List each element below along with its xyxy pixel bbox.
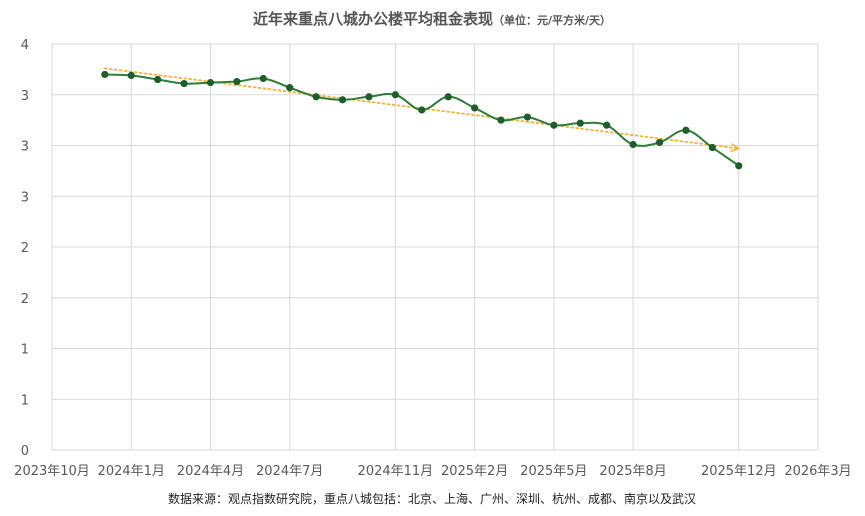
y-tick-label: 1: [21, 343, 29, 358]
y-tick-label: 2: [21, 241, 29, 256]
y-tick-label: 3: [21, 140, 29, 155]
data-point: [550, 121, 558, 129]
data-point: [735, 162, 743, 170]
data-point: [286, 84, 294, 92]
data-point: [444, 93, 452, 101]
data-point: [312, 93, 320, 101]
data-point: [576, 119, 584, 127]
gridlines: [51, 43, 819, 451]
x-tick-label: 2026年3月: [784, 464, 851, 479]
y-tick-label: 1: [21, 393, 29, 408]
data-point: [206, 78, 215, 87]
chart-title: 近年来重点八城办公楼平均租金表现（单位：元/平方米/天）: [253, 10, 611, 28]
data-point: [682, 126, 690, 134]
data-point: [708, 143, 716, 152]
data-point: [629, 140, 637, 149]
y-tick-label: 3: [21, 89, 29, 104]
x-tick-label: 2025年12月: [701, 464, 777, 479]
data-point: [471, 104, 479, 112]
y-tick-label: 2: [21, 292, 29, 307]
x-axis-ticks: 2023年10月 2024年1月 2024年4月 2024年7月 2024年11月 202…: [14, 464, 852, 479]
x-tick-label: 2023年10月: [14, 464, 90, 479]
data-point: [259, 74, 267, 83]
x-tick-label: 2025年2月: [441, 464, 508, 479]
x-tick-label: 2024年1月: [98, 464, 165, 479]
data-point: [418, 106, 426, 114]
y-axis-ticks: 0 1 1 2 2 3 3 3 4: [21, 38, 29, 459]
data-point: [655, 138, 664, 147]
x-tick-label: 2025年5月: [520, 464, 587, 479]
trendline-arrowhead: [730, 143, 740, 152]
y-tick-label: 0: [21, 444, 29, 459]
x-tick-label: 2025年8月: [599, 464, 666, 479]
x-tick-label: 2024年11月: [358, 464, 434, 479]
data-point: [391, 91, 399, 99]
data-point: [365, 93, 373, 101]
data-point: [523, 113, 532, 121]
data-point: [101, 70, 109, 79]
y-tick-label: 3: [21, 190, 29, 205]
data-point: [180, 79, 188, 88]
data-point: [127, 71, 135, 80]
x-tick-label: 2024年7月: [256, 464, 323, 479]
chart-title-unit: （单位：元/平方米/天）: [493, 13, 611, 27]
y-tick-label: 4: [21, 38, 29, 53]
data-point: [338, 96, 347, 104]
data-point: [154, 75, 162, 84]
source-note: 数据来源：观点指数研究院，重点八城包括：北京、上海、广州、深圳、杭州、成都、南京…: [168, 491, 696, 506]
point-layer: [101, 70, 743, 170]
chart-title-main: 近年来重点八城办公楼平均租金表现: [253, 10, 493, 28]
data-point: [233, 77, 241, 86]
data-point: [497, 116, 505, 124]
x-tick-label: 2024年4月: [177, 464, 244, 479]
data-point: [603, 121, 611, 129]
